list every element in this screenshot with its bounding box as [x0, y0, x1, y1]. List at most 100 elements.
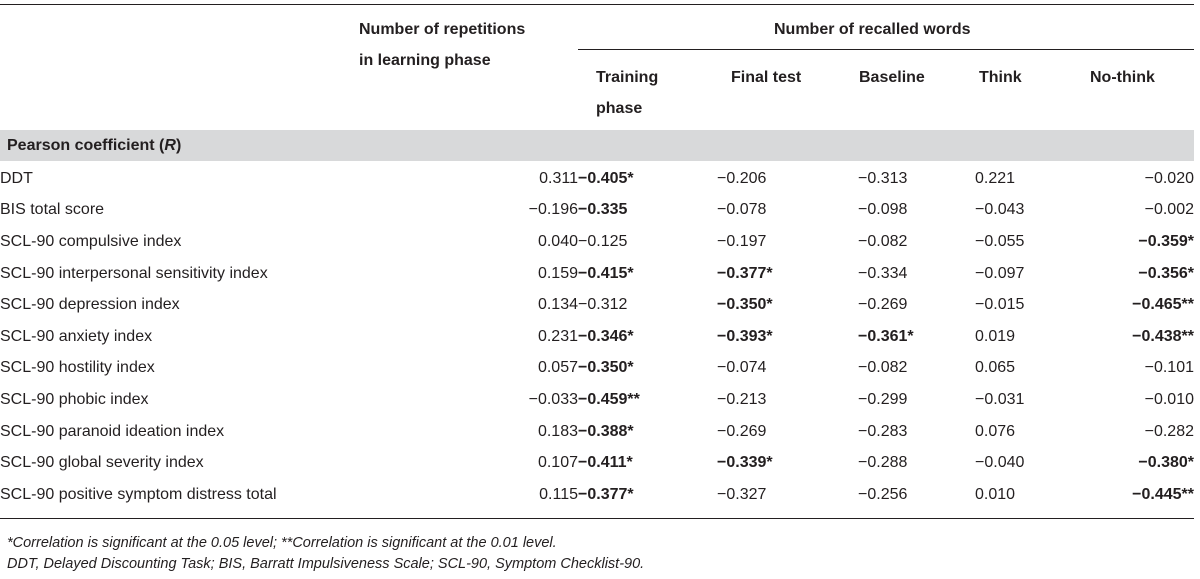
- table-row: BIS total score −0.196 −0.335 −0.078 −0.098 −…: [0, 195, 1194, 227]
- footnote-significance: *Correlation is significant at the 0.05 …: [7, 535, 557, 551]
- cell-think: 0.010: [975, 485, 1016, 503]
- header-training-line1: Training: [596, 69, 659, 86]
- section-band: Pearson coefficient (R): [0, 130, 1194, 161]
- table-row: SCL-90 positive symptom distress total 0.…: [0, 479, 1194, 511]
- cell-no-think: −0.010: [1144, 390, 1194, 408]
- cell-baseline: −0.082: [858, 232, 908, 250]
- section-label: Pearson coefficient (R): [7, 137, 182, 154]
- row-label: SCL-90 anxiety index: [0, 327, 153, 345]
- cell-training-phase: −0.411*: [578, 454, 633, 472]
- footnote-abbreviations: DDT, Delayed Discounting Task; BIS, Barr…: [7, 556, 645, 572]
- cell-no-think: −0.356*: [1138, 264, 1194, 282]
- row-label: DDT: [0, 169, 33, 187]
- cell-baseline: −0.269: [858, 296, 908, 314]
- cell-think: 0.076: [975, 422, 1016, 440]
- cell-no-think: −0.380*: [1138, 454, 1194, 472]
- row-label: SCL-90 global severity index: [0, 454, 204, 472]
- cell-training-phase: −0.388*: [578, 422, 634, 440]
- row-label: SCL-90 positive symptom distress total: [0, 485, 277, 503]
- cell-repetitions: 0.107: [537, 454, 578, 472]
- row-label: SCL-90 hostility index: [0, 359, 155, 377]
- table-row: SCL-90 global severity index 0.107 −0.411*…: [0, 447, 1194, 479]
- cell-repetitions: 0.159: [537, 264, 578, 282]
- table-top-rule: [0, 4, 1194, 5]
- cell-repetitions: −0.196: [528, 201, 578, 219]
- row-label: SCL-90 paranoid ideation index: [0, 422, 225, 440]
- correlation-table: DDT 0.311 −0.405* −0.206 −0.313 0.221 −0.020 BI…: [0, 163, 1194, 511]
- table-row: DDT 0.311 −0.405* −0.206 −0.313 0.221 −0.020: [0, 163, 1194, 195]
- header-recalled-words: Number of recalled words: [774, 21, 971, 38]
- cell-think: −0.097: [975, 264, 1025, 282]
- header-group-rule: [578, 49, 1194, 50]
- header-think: Think: [979, 69, 1022, 86]
- cell-think: 0.019: [975, 327, 1016, 345]
- cell-repetitions: 0.115: [539, 485, 578, 503]
- cell-repetitions: 0.134: [537, 296, 578, 314]
- cell-no-think: −0.465**: [1132, 296, 1194, 314]
- cell-final-test: −0.350*: [717, 296, 773, 314]
- cell-final-test: −0.197: [717, 232, 767, 250]
- cell-baseline: −0.313: [858, 169, 908, 187]
- row-label: SCL-90 compulsive index: [0, 232, 182, 250]
- cell-final-test: −0.206: [717, 169, 767, 187]
- cell-repetitions: 0.183: [537, 422, 578, 440]
- cell-training-phase: −0.415*: [578, 264, 634, 282]
- cell-baseline: −0.098: [858, 201, 908, 219]
- table-row: SCL-90 paranoid ideation index 0.183 −0.38…: [0, 416, 1194, 448]
- cell-final-test: −0.269: [717, 422, 767, 440]
- table-row: SCL-90 hostility index 0.057 −0.350* −0.074…: [0, 353, 1194, 385]
- header-repetitions-line2: in learning phase: [359, 52, 491, 69]
- cell-final-test: −0.377*: [717, 264, 773, 282]
- cell-think: 0.221: [975, 169, 1016, 187]
- cell-training-phase: −0.405*: [578, 169, 634, 187]
- cell-no-think: −0.020: [1144, 169, 1194, 187]
- cell-training-phase: −0.377*: [578, 485, 634, 503]
- cell-training-phase: −0.335: [578, 201, 628, 219]
- header-training-line2: phase: [596, 100, 643, 117]
- cell-no-think: −0.101: [1144, 359, 1194, 377]
- cell-baseline: −0.361*: [858, 327, 914, 345]
- cell-baseline: −0.283: [858, 422, 908, 440]
- cell-no-think: −0.438**: [1132, 327, 1194, 345]
- cell-baseline: −0.299: [858, 390, 908, 408]
- cell-training-phase: −0.346*: [578, 327, 634, 345]
- cell-think: 0.065: [975, 359, 1016, 377]
- cell-no-think: −0.282: [1144, 422, 1194, 440]
- cell-training-phase: −0.459**: [578, 390, 640, 408]
- cell-think: −0.043: [975, 201, 1025, 219]
- header-repetitions-line1: Number of repetitions: [359, 21, 526, 38]
- table-row: SCL-90 interpersonal sensitivity index 0.…: [0, 258, 1194, 290]
- cell-repetitions: 0.040: [537, 232, 578, 250]
- cell-training-phase: −0.350*: [578, 359, 634, 377]
- cell-final-test: −0.327: [717, 485, 767, 503]
- table-row: SCL-90 anxiety index 0.231 −0.346* −0.393* −…: [0, 321, 1194, 353]
- row-label: BIS total score: [0, 201, 105, 219]
- row-label: SCL-90 phobic index: [0, 390, 149, 408]
- cell-final-test: −0.393*: [717, 327, 773, 345]
- header-baseline: Baseline: [859, 69, 925, 86]
- cell-baseline: −0.334: [858, 264, 908, 282]
- table-row: SCL-90 phobic index −0.033 −0.459** −0.213 −…: [0, 384, 1194, 416]
- cell-think: −0.031: [975, 390, 1025, 408]
- cell-baseline: −0.082: [858, 359, 908, 377]
- cell-think: −0.040: [975, 454, 1025, 472]
- cell-think: −0.015: [975, 296, 1025, 314]
- cell-training-phase: −0.125: [578, 232, 628, 250]
- row-label: SCL-90 depression index: [0, 296, 180, 314]
- cell-repetitions: 0.057: [537, 359, 578, 377]
- cell-training-phase: −0.312: [578, 296, 628, 314]
- cell-think: −0.055: [975, 232, 1025, 250]
- cell-no-think: −0.445**: [1132, 485, 1194, 503]
- cell-baseline: −0.288: [858, 454, 908, 472]
- cell-no-think: −0.002: [1144, 201, 1194, 219]
- table-bottom-rule: [0, 518, 1194, 519]
- cell-final-test: −0.213: [717, 390, 767, 408]
- header-final-test: Final test: [731, 69, 802, 86]
- header-no-think: No-think: [1090, 69, 1155, 86]
- row-label: SCL-90 interpersonal sensitivity index: [0, 264, 268, 282]
- cell-repetitions: 0.231: [537, 327, 578, 345]
- cell-repetitions: 0.311: [539, 169, 578, 187]
- cell-no-think: −0.359*: [1138, 232, 1194, 250]
- cell-repetitions: −0.033: [528, 390, 578, 408]
- cell-baseline: −0.256: [858, 485, 908, 503]
